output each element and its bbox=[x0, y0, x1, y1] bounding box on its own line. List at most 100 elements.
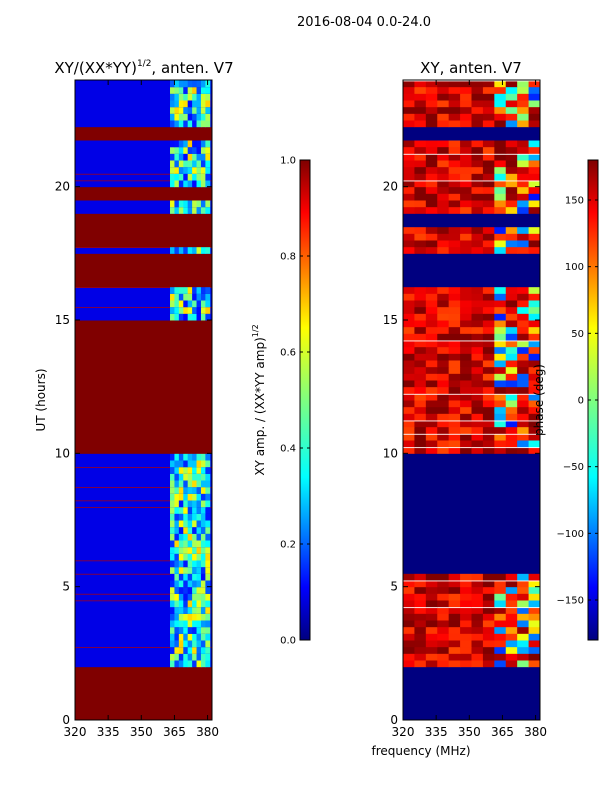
amp-band-cell bbox=[200, 546, 206, 554]
amp-band-cell bbox=[196, 293, 202, 301]
phase-cell bbox=[460, 366, 472, 374]
amp-band-cell bbox=[196, 606, 202, 614]
phase-cell bbox=[414, 660, 427, 668]
amp-band-cell bbox=[187, 200, 193, 208]
amp-flagged-row bbox=[75, 380, 212, 388]
left-title-sup: 1/2 bbox=[137, 59, 151, 69]
amp-band-cell bbox=[174, 553, 180, 561]
amp-band-cell bbox=[192, 566, 198, 574]
amp-band-cell bbox=[174, 306, 180, 314]
phase-flagged-row bbox=[403, 666, 540, 674]
amp-base-row bbox=[75, 313, 212, 321]
amp-band-cell bbox=[174, 560, 180, 568]
phase-cell bbox=[471, 246, 484, 254]
phase-cell bbox=[482, 160, 495, 168]
phase-cell bbox=[460, 440, 472, 448]
amp-band-cell bbox=[192, 100, 198, 108]
phase-cell bbox=[505, 140, 518, 148]
amp-band-cell bbox=[183, 453, 189, 461]
amp-band-cell bbox=[196, 573, 202, 581]
amp-band-cell bbox=[196, 306, 202, 314]
y-tick-label: 10 bbox=[55, 446, 70, 460]
phase-cell bbox=[448, 233, 461, 241]
amp-band-cell bbox=[187, 613, 193, 621]
phase-cell bbox=[471, 600, 484, 608]
amp-band-cell bbox=[205, 146, 211, 154]
amp-band-cell bbox=[183, 306, 189, 314]
phase-cell bbox=[482, 640, 495, 648]
phase-cell bbox=[517, 320, 530, 328]
amp-band-cell bbox=[187, 593, 193, 601]
amp-band-cell bbox=[170, 106, 175, 114]
phase-cell bbox=[414, 413, 427, 421]
x-tick-label: 335 bbox=[97, 725, 120, 739]
amp-band-cell bbox=[200, 573, 206, 581]
amp-band-cell bbox=[174, 613, 180, 621]
colorbar-tick-label: 0.6 bbox=[280, 348, 296, 359]
phase-cell bbox=[403, 420, 415, 428]
amp-band-cell bbox=[200, 613, 206, 621]
amp-flagged-row bbox=[75, 186, 212, 194]
amp-band-cell bbox=[178, 86, 184, 94]
phase-cell bbox=[528, 100, 540, 108]
amp-band-cell bbox=[192, 506, 198, 514]
amp-band-cell bbox=[178, 600, 184, 608]
phase-cell bbox=[528, 226, 540, 234]
phase-cell bbox=[414, 173, 427, 181]
phase-cell bbox=[414, 393, 427, 401]
phase-cell bbox=[471, 400, 484, 408]
phase-cell bbox=[403, 180, 415, 188]
phase-cell bbox=[460, 246, 472, 254]
phase-cell bbox=[437, 613, 450, 621]
phase-cell bbox=[471, 620, 484, 628]
x-tick-label: 320 bbox=[392, 725, 415, 739]
amp-band-cell bbox=[170, 293, 175, 301]
amp-band-cell bbox=[196, 246, 202, 254]
amp-band-cell bbox=[200, 200, 206, 208]
amp-flagged-row bbox=[75, 266, 212, 274]
phase-cell bbox=[448, 440, 461, 448]
amp-band-cell bbox=[187, 486, 193, 494]
phase-cell bbox=[494, 140, 507, 148]
phase-cell bbox=[482, 146, 495, 154]
phase-cell bbox=[517, 200, 530, 208]
phase-cell bbox=[425, 313, 438, 321]
phase-cell bbox=[505, 326, 518, 334]
amp-band-cell bbox=[196, 120, 202, 128]
amp-band-cell bbox=[178, 566, 184, 574]
phase-cell bbox=[517, 113, 530, 121]
amp-base-row bbox=[75, 173, 212, 181]
amp-band-cell bbox=[170, 626, 175, 634]
amp-base-row bbox=[75, 86, 212, 94]
phase-cell bbox=[403, 200, 415, 208]
amp-band-cell bbox=[205, 453, 211, 461]
amp-band-cell bbox=[187, 120, 193, 128]
amp-band-cell bbox=[205, 460, 211, 468]
phase-cell bbox=[471, 440, 484, 448]
amp-band-cell bbox=[174, 206, 180, 214]
amp-band-cell bbox=[205, 553, 211, 561]
phase-cell bbox=[471, 613, 484, 621]
phase-cell bbox=[403, 413, 415, 421]
phase-cell bbox=[528, 200, 540, 208]
phase-cell bbox=[403, 613, 415, 621]
phase-flagged-row bbox=[403, 713, 540, 720]
phase-cell bbox=[517, 240, 530, 248]
amp-band-cell bbox=[196, 100, 202, 108]
amp-band-cell bbox=[170, 493, 175, 501]
phase-cell bbox=[437, 626, 450, 634]
amp-band-cell bbox=[196, 200, 202, 208]
amp-band-cell bbox=[183, 166, 189, 174]
amp-flagged-row bbox=[75, 226, 212, 234]
amp-band-cell bbox=[192, 200, 198, 208]
amp-band-cell bbox=[183, 113, 189, 121]
phase-cell bbox=[425, 660, 438, 668]
amp-band-cell bbox=[183, 466, 189, 474]
phase-cell bbox=[425, 153, 438, 161]
phase-cell bbox=[414, 340, 427, 348]
amp-band-cell bbox=[174, 500, 180, 508]
phase-cell bbox=[425, 353, 438, 361]
phase-cell bbox=[482, 340, 495, 348]
amp-band-cell bbox=[192, 153, 198, 161]
phase-cell bbox=[425, 613, 438, 621]
